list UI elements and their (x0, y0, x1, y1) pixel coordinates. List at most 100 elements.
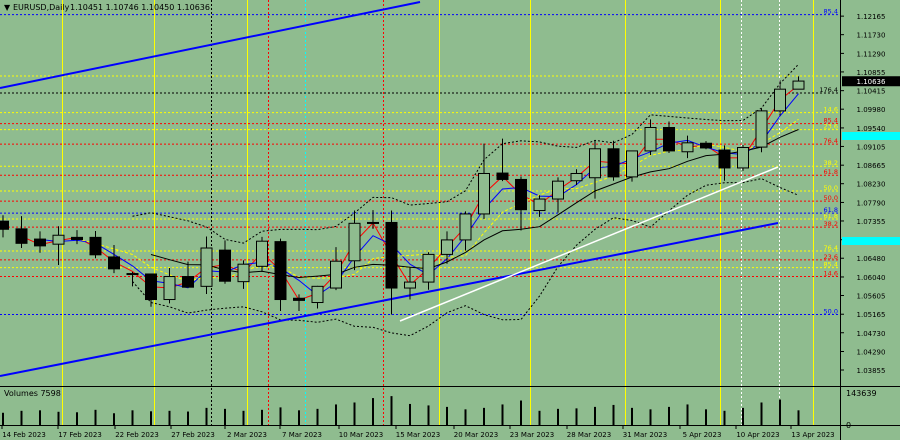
candle-body (311, 285, 324, 304)
level-labels: 85.4176.414.685.423.676.438.261.850.050.… (819, 8, 838, 316)
level-label: 61.8 (824, 206, 838, 214)
candle-body (385, 221, 398, 289)
trend-lines[interactable] (0, 1, 779, 377)
ohlc-values: 1.10451 1.10746 1.10450 1.10636 (70, 3, 210, 12)
level-label: 76.4 (824, 244, 838, 252)
candle (792, 76, 805, 90)
time-tick-label: 31 Mar 2023 (623, 431, 667, 439)
candle-body (626, 150, 638, 178)
time-tick-label: 23 Mar 2023 (510, 431, 554, 439)
candle (607, 140, 620, 181)
price-tick-label: 1.04290 (857, 348, 886, 356)
candle (515, 176, 527, 231)
candle-body (718, 149, 731, 169)
price-tick-label: 1.12165 (857, 13, 886, 21)
current-price-marker (842, 76, 900, 87)
candle-body (256, 240, 268, 267)
candles[interactable] (0, 76, 805, 315)
level-marker-cyan (842, 237, 900, 245)
price-tick-label: 1.07790 (857, 199, 886, 207)
time-tick-label: 15 Mar 2023 (396, 431, 440, 439)
current-price-label: 1.10636 (857, 78, 886, 86)
candle (293, 294, 305, 312)
candle-body (737, 147, 749, 169)
candle (367, 210, 379, 229)
candle (256, 236, 268, 272)
candle (700, 141, 712, 150)
candle-body (293, 297, 305, 301)
price-tick-label: 1.08230 (857, 181, 886, 189)
candle (459, 211, 472, 251)
price-tick-label: 1.10855 (857, 69, 886, 77)
candle-body (422, 253, 435, 283)
price-tick-label: 1.10415 (857, 88, 886, 96)
level-label: 176.4 (819, 86, 838, 94)
candle-body (515, 178, 527, 211)
level-label: 38.2 (824, 220, 838, 228)
candle-body (15, 228, 28, 244)
price-tick-label: 1.05165 (857, 311, 886, 319)
candle-body (552, 180, 564, 200)
candle-body (681, 142, 694, 153)
candle-body (89, 236, 102, 256)
moving-average-black (150, 129, 799, 279)
time-tick-label: 27 Feb 2023 (171, 431, 215, 439)
candle (182, 261, 194, 288)
price-tick-label: 1.09105 (857, 143, 886, 151)
time-tick-label: 17 Feb 2023 (58, 431, 102, 439)
candle (774, 80, 786, 116)
candle-body (774, 88, 786, 112)
time-tick-label: 22 Feb 2023 (115, 431, 159, 439)
candle-body (348, 222, 361, 262)
level-label: 14.6 (824, 270, 838, 278)
time-tick-label: 10 Mar 2023 (339, 431, 383, 439)
volume-bars (2, 396, 800, 425)
symbol-label: EURUSD,Daily (13, 3, 70, 12)
candle (274, 238, 287, 312)
level-marker-cyan (842, 132, 900, 140)
volume-min-label: 0 (846, 421, 851, 430)
level-label: 85.4 (824, 8, 838, 16)
price-tick-label: 1.11730 (857, 32, 886, 40)
candle-body (589, 148, 601, 179)
candle-body (274, 241, 287, 301)
level-label: 38.2 (824, 159, 838, 167)
time-axis[interactable]: 14 Feb 2023 17 Feb 2023 22 Feb 2023 27 Feb … (1, 425, 835, 439)
price-tick-label: 1.05605 (857, 292, 886, 300)
time-tick-label: 28 Mar 2023 (567, 431, 611, 439)
price-axis[interactable]: 1.12165 1.11730 1.11290 1.10855 1.10415 1.099… (840, 13, 900, 375)
moving-average-yellow (76, 118, 799, 282)
collapse-triangle-icon[interactable]: ▼ (4, 3, 11, 12)
candle (404, 267, 416, 300)
bollinger-upper (132, 63, 799, 244)
candle (52, 226, 65, 266)
chart-header: ▼ EURUSD,Daily 1.10451 1.10746 1.10450 1… (4, 3, 210, 12)
candle (237, 260, 250, 289)
candle-body (163, 276, 176, 301)
candle-body (34, 238, 46, 247)
price-tick-label: 1.06040 (857, 274, 886, 282)
candle-body (404, 281, 416, 289)
level-label: 23.6 (824, 123, 838, 131)
level-label: 61.8 (824, 168, 838, 176)
candle (552, 177, 564, 213)
time-tick-label: 14 Feb 2023 (2, 431, 46, 439)
candle (644, 119, 657, 156)
time-tick-label: 7 Mar 2023 (282, 431, 322, 439)
candle (34, 231, 46, 253)
level-label: 50.0 (824, 307, 838, 315)
volume-label: Volumes 7598 (4, 389, 61, 398)
price-tick-label: 1.09540 (857, 125, 886, 133)
price-tick-label: 1.07355 (857, 218, 886, 226)
candle-body (0, 220, 9, 230)
candle-body (570, 172, 583, 182)
volume-max-label: 143639 (846, 389, 877, 398)
candle-body (441, 239, 453, 255)
candle (589, 140, 601, 199)
candle (0, 215, 9, 238)
candle-body (200, 247, 213, 287)
fibonacci-levels (0, 14, 840, 315)
candle (126, 271, 139, 287)
